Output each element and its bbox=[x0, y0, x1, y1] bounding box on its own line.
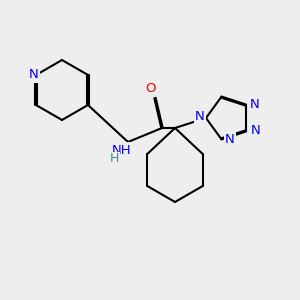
Text: O: O bbox=[146, 82, 156, 94]
Text: N: N bbox=[251, 124, 260, 137]
Text: N: N bbox=[225, 134, 235, 146]
Text: N: N bbox=[195, 110, 205, 122]
Text: N: N bbox=[250, 98, 260, 111]
Text: H: H bbox=[109, 152, 119, 166]
Text: N: N bbox=[29, 68, 39, 82]
Text: NH: NH bbox=[112, 143, 132, 157]
